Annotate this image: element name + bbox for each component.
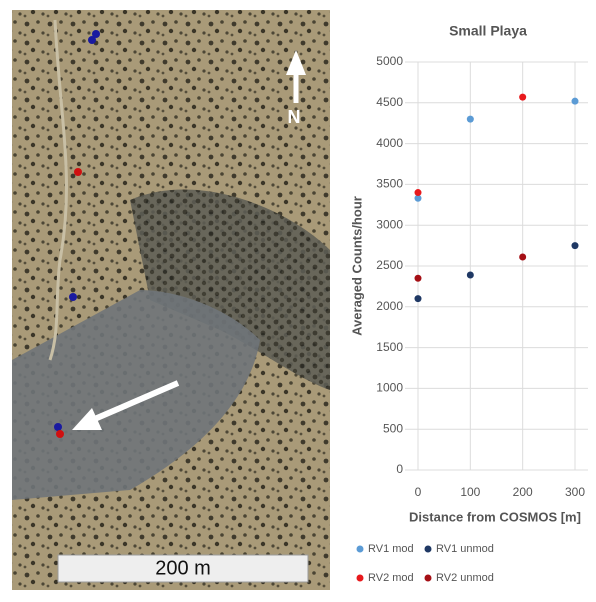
point <box>415 189 422 196</box>
point <box>572 242 579 249</box>
scale-label: 200 m <box>155 557 211 579</box>
chart: Small Playa Averaged Counts/hour Distanc… <box>340 10 596 597</box>
x-tick-label: 200 <box>513 485 533 499</box>
legend-label: RV2 mod <box>368 572 414 584</box>
y-tick-label: 1000 <box>376 381 403 395</box>
y-tick-label: 4000 <box>376 136 403 150</box>
y-axis-label: Averaged Counts/hour <box>349 196 364 336</box>
y-tick-label: 500 <box>383 421 403 435</box>
point <box>467 116 474 123</box>
chart-title: Small Playa <box>449 23 527 39</box>
point <box>415 295 422 302</box>
y-tick-label: 2000 <box>376 299 403 313</box>
page: N 200 m Small Playa Averaged Counts/hour… <box>0 0 596 597</box>
legend-marker <box>425 546 432 553</box>
y-tick-label: 5000 <box>376 54 403 68</box>
sensor-dot <box>74 168 82 176</box>
x-tick-label: 300 <box>565 485 585 499</box>
y-tick-label: 1500 <box>376 340 403 354</box>
point <box>415 275 422 282</box>
y-tick-label: 3500 <box>376 177 403 191</box>
x-axis-label: Distance from COSMOS [m] <box>409 509 581 524</box>
sensor-dot <box>56 430 64 438</box>
legend-marker <box>357 546 364 553</box>
x-tick-label: 100 <box>460 485 480 499</box>
legend-marker <box>425 575 432 582</box>
legend-label: RV1 mod <box>368 543 414 555</box>
point <box>467 271 474 278</box>
sensor-dot <box>69 293 77 301</box>
point <box>519 94 526 101</box>
north-label: N <box>288 107 301 127</box>
sensor-dot <box>92 30 100 38</box>
point <box>572 98 579 105</box>
y-tick-label: 3000 <box>376 217 403 231</box>
y-tick-label: 2500 <box>376 258 403 272</box>
y-tick-label: 4500 <box>376 95 403 109</box>
point <box>519 254 526 261</box>
legend-label: RV2 unmod <box>436 572 494 584</box>
legend-marker <box>357 575 364 582</box>
sensor-dot <box>54 423 62 431</box>
aerial-map: N 200 m <box>12 10 330 590</box>
legend-label: RV1 unmod <box>436 543 494 555</box>
x-tick-label: 0 <box>415 485 422 499</box>
y-tick-label: 0 <box>396 462 403 476</box>
